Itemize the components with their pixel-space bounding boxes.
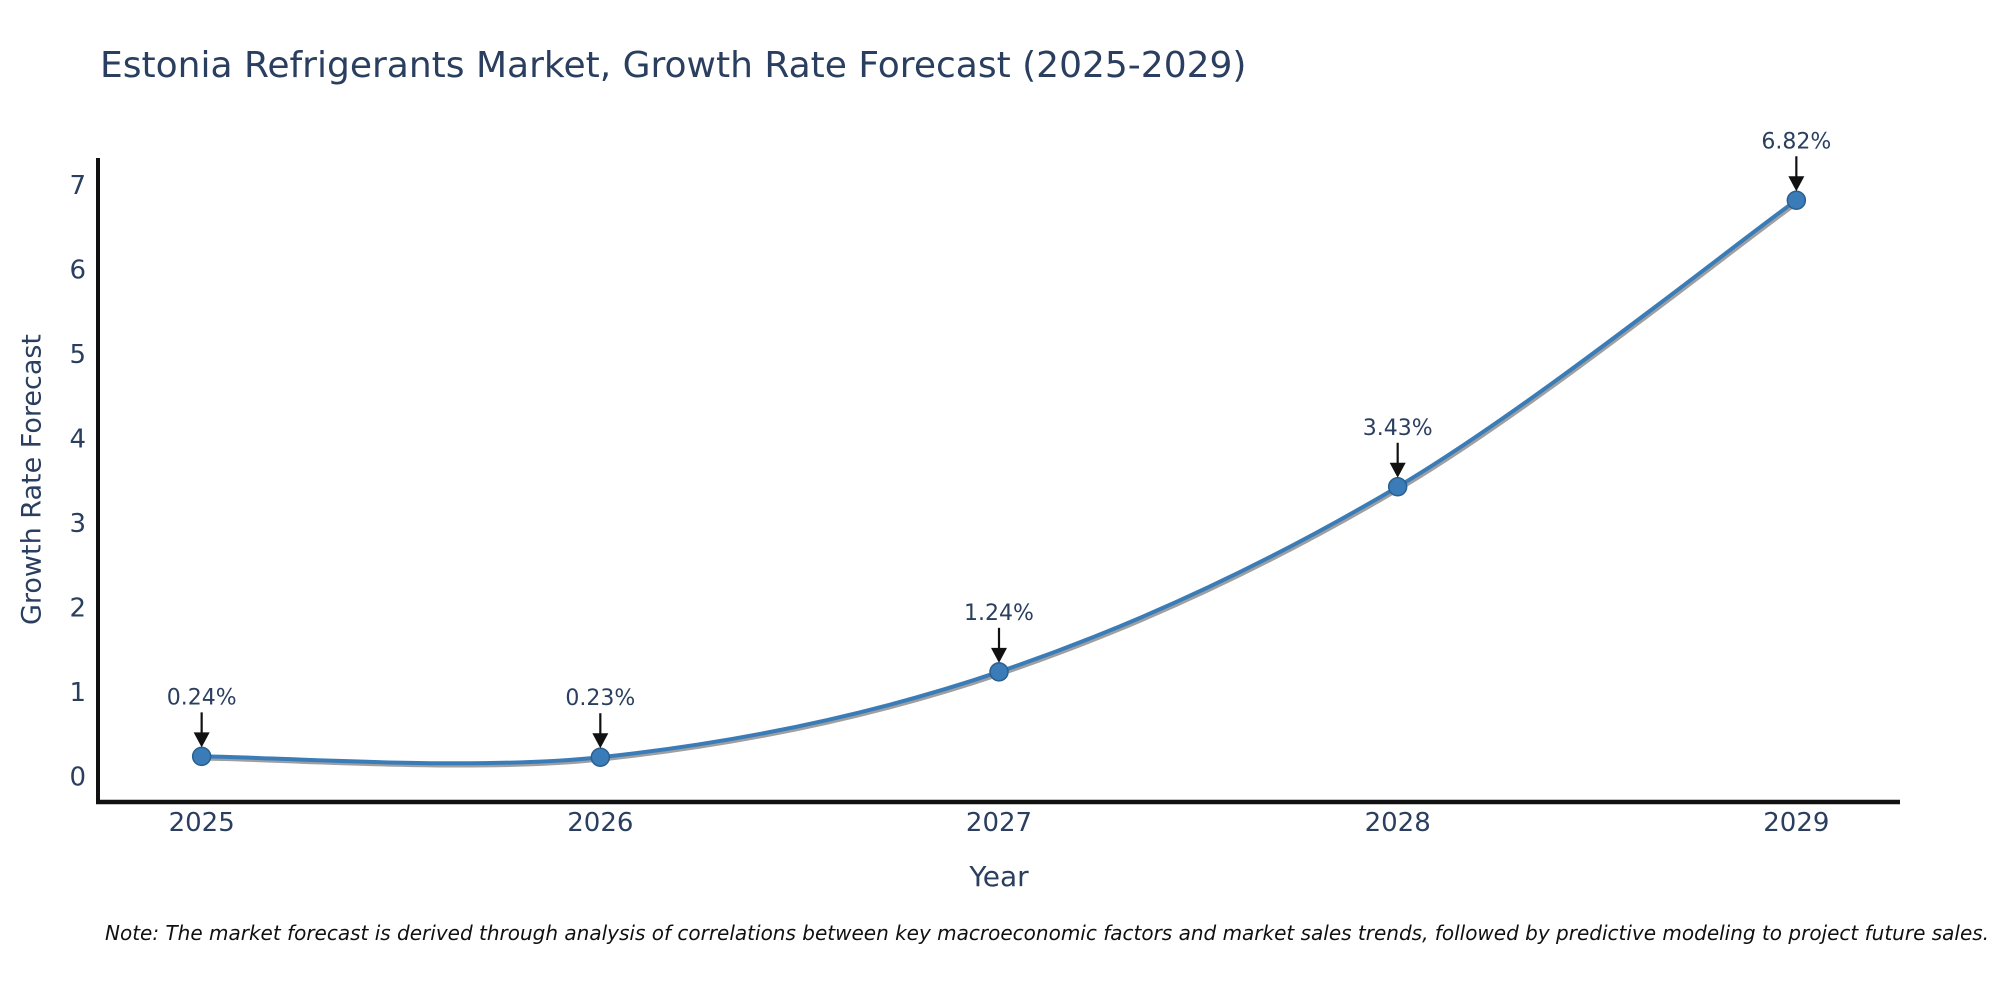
- point-annotation: 1.24%: [964, 601, 1034, 626]
- y-tick-label: 7: [69, 171, 86, 201]
- y-tick-label: 5: [69, 340, 86, 370]
- chart-title: Estonia Refrigerants Market, Growth Rate…: [100, 45, 1247, 86]
- y-axis-title: Growth Rate Forecast: [16, 333, 48, 626]
- x-tick-label: 2028: [1365, 808, 1431, 838]
- x-tick-label: 2027: [966, 808, 1032, 838]
- y-tick-label: 2: [69, 594, 86, 624]
- footnote: Note: The market forecast is derived thr…: [105, 921, 1990, 945]
- y-tick-label: 0: [69, 763, 86, 793]
- data-point: [590, 747, 611, 767]
- data-point: [989, 662, 1009, 682]
- data-point: [191, 746, 212, 767]
- y-tick-label: 1: [69, 678, 86, 708]
- x-tick-label: 2029: [1763, 808, 1829, 838]
- point-annotation: 3.43%: [1363, 416, 1433, 441]
- x-axis-title: Year: [969, 860, 1029, 893]
- series-line: [199, 198, 1799, 766]
- point-annotation: 0.23%: [565, 686, 635, 711]
- annotation-arrowhead-icon: [991, 647, 1007, 663]
- annotation-arrowhead-icon: [1389, 462, 1406, 478]
- x-tick-label: 2025: [169, 808, 235, 838]
- annotation-arrowhead-icon: [193, 732, 210, 748]
- y-tick-label: 4: [69, 425, 86, 455]
- x-tick-label: 2026: [567, 808, 633, 838]
- series-line-shadow: [203, 201, 1799, 768]
- data-point: [1786, 190, 1807, 211]
- point-annotation: 6.82%: [1761, 129, 1831, 154]
- y-tick-label: 6: [69, 256, 86, 286]
- data-point: [1387, 477, 1408, 497]
- point-annotation: 0.24%: [167, 685, 237, 710]
- annotation-arrowhead-icon: [592, 733, 609, 749]
- y-tick-label: 3: [69, 509, 86, 539]
- annotation-arrowhead-icon: [1788, 176, 1805, 192]
